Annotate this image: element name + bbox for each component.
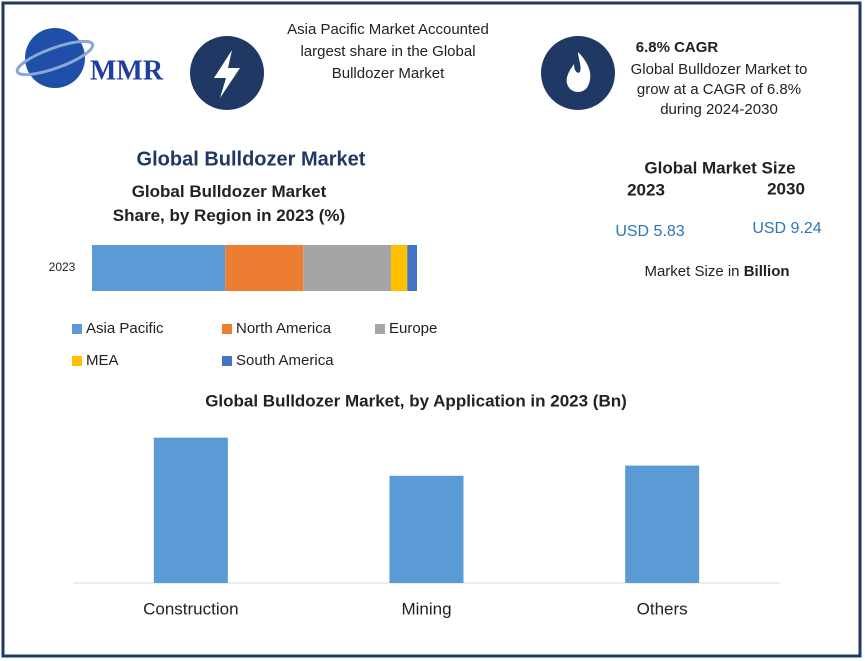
legend-label: South America <box>236 352 334 369</box>
size-note: Market Size in Billion <box>644 263 789 280</box>
bar <box>389 475 464 583</box>
text-line: during 2024-2030 <box>660 101 778 118</box>
bar-segment <box>303 245 391 291</box>
legend-swatch <box>222 324 232 334</box>
bar-segment <box>92 245 226 291</box>
bar-segment <box>391 245 408 291</box>
text-line: Share, by Region in 2023 (%) <box>113 206 345 225</box>
text-line: Bulldozer Market <box>332 65 445 82</box>
size-value: USD 5.83 <box>615 223 684 240</box>
logo-text: MMR <box>90 55 164 86</box>
size-title: Global Market Size <box>644 158 795 177</box>
size-year: 2030 <box>767 179 805 198</box>
legend-swatch <box>375 324 385 334</box>
legend-label: Asia Pacific <box>86 320 164 337</box>
legend-swatch <box>72 356 82 366</box>
size-unit: Billion <box>744 263 790 280</box>
chart-title: Global Bulldozer Market, by Application … <box>205 391 627 410</box>
size-year: 2023 <box>627 180 665 199</box>
chart-title: Global Bulldozer Market Share, by Region … <box>113 182 345 225</box>
icon-flame <box>566 52 591 92</box>
legend-label: Europe <box>389 320 437 337</box>
logo-globe <box>25 28 85 88</box>
legend-swatch <box>72 324 82 334</box>
bar <box>625 465 700 583</box>
legend-swatch <box>222 356 232 366</box>
bar-segment <box>225 245 304 291</box>
x-tick-label: Others <box>637 599 688 618</box>
main-title: Global Bulldozer Market <box>137 148 366 170</box>
cagr-text: Global Bulldozer Market to grow at a CAGR… <box>631 61 808 118</box>
highlight-text: Asia Pacific Market Accounted largest sha… <box>287 21 489 82</box>
text-line: largest share in the Global <box>300 43 475 60</box>
text-line: Global Bulldozer Market <box>132 182 327 201</box>
text-line: Global Bulldozer Market to <box>631 61 808 78</box>
cagr-title: 6.8% CAGR <box>636 39 719 56</box>
text-line: Asia Pacific Market Accounted <box>287 21 489 38</box>
x-tick-label: Construction <box>143 599 238 618</box>
y-tick-label: 2023 <box>49 260 76 274</box>
bar-segment <box>407 245 417 291</box>
text-line: grow at a CAGR of 6.8% <box>637 81 801 98</box>
icon-bolt <box>214 50 240 98</box>
x-tick-label: Mining <box>401 599 451 618</box>
logo-ring <box>15 39 95 77</box>
legend-label: MEA <box>86 352 119 369</box>
size-note-text: Market Size in <box>644 263 739 280</box>
bar <box>153 437 228 583</box>
logo: MMR <box>15 28 164 88</box>
legend-label: North America <box>236 320 332 337</box>
size-value: USD 9.24 <box>752 220 821 237</box>
